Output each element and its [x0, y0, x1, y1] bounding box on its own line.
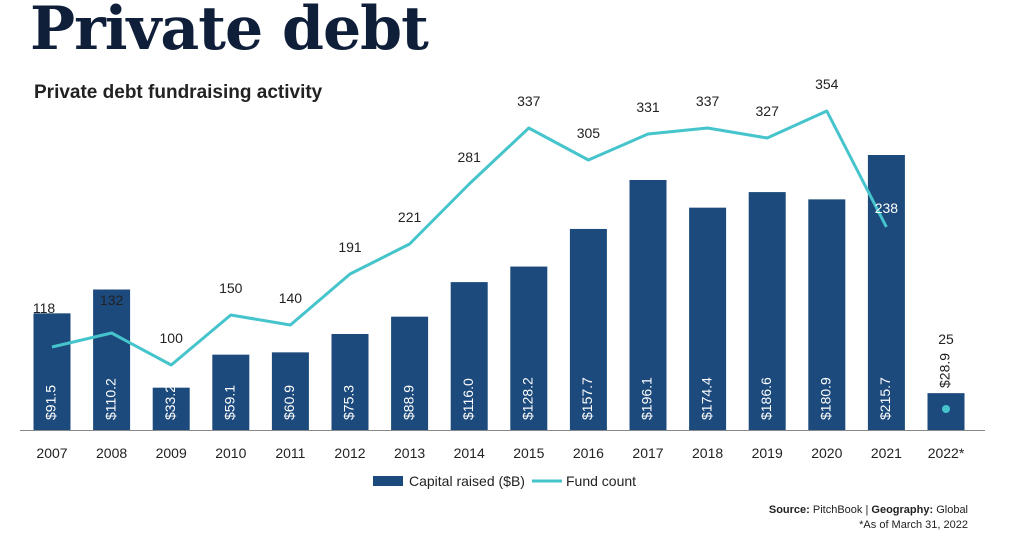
fund-count-label: 337	[517, 93, 541, 109]
bar-2019	[748, 192, 786, 430]
bar-2007	[33, 313, 71, 430]
x-tick-label: 2015	[513, 445, 544, 461]
x-tick-label: 2014	[454, 445, 485, 461]
x-tick-label: 2022*	[928, 445, 965, 461]
fund-count-label: 191	[338, 239, 362, 255]
bar-2014	[450, 282, 488, 430]
x-tick-label: 2021	[871, 445, 902, 461]
fund-count-label: 221	[398, 209, 422, 225]
bar-value-label: $28.9	[937, 353, 953, 388]
bar-value-label: $75.3	[341, 385, 357, 420]
geography-label: Geography:	[871, 504, 934, 516]
bar-value-label: $157.7	[579, 377, 595, 420]
bar-value-label: $91.5	[43, 385, 59, 420]
bar-2012	[331, 333, 369, 430]
footnote: *As of March 31, 2022	[859, 519, 968, 531]
x-tick-label: 2019	[752, 445, 783, 461]
x-tick-label: 2009	[156, 445, 187, 461]
x-tick-label: 2016	[573, 445, 604, 461]
bar-value-label: $116.0	[460, 378, 476, 420]
bar-value-label: $60.9	[281, 385, 297, 420]
source-note: Source: PitchBook | Geography: Global *A…	[769, 503, 968, 533]
headline: Private debt	[30, 0, 429, 64]
fund-count-label: 100	[160, 330, 184, 346]
bar-value-label: $110.2	[102, 378, 118, 420]
bar-2018	[689, 207, 727, 430]
bar-2017	[629, 179, 667, 430]
source-value: PitchBook	[812, 504, 863, 516]
x-tick-label: 2007	[36, 445, 67, 461]
bar-value-label: $59.1	[222, 385, 238, 420]
legend-label-capital-raised: Capital raised ($B)	[409, 473, 525, 489]
bar-2015	[510, 266, 548, 430]
bar-2011	[271, 352, 309, 430]
bar-2009	[152, 387, 190, 430]
fund-count-label: 118	[33, 300, 56, 316]
x-tick-label: 2013	[394, 445, 425, 461]
x-tick-label: 2012	[334, 445, 365, 461]
fund-count-label: 132	[100, 292, 124, 308]
source-separator: |	[865, 504, 869, 516]
source-label: Source:	[768, 504, 810, 516]
fund-count-label: 337	[696, 93, 720, 109]
x-tick-label: 2017	[632, 445, 663, 461]
bar-2013	[391, 316, 429, 430]
x-tick-label: 2020	[811, 445, 842, 461]
chart-subtitle: Private debt fundraising activity	[34, 82, 323, 103]
bar-value-label: $128.2	[520, 377, 536, 420]
bar-value-label: $215.7	[877, 377, 893, 420]
fund-count-line	[51, 109, 888, 367]
bar-2008	[93, 289, 131, 430]
x-tick-label: 2008	[96, 445, 127, 461]
fund-count-label: 140	[279, 290, 303, 306]
legend-label-fund-count: Fund count	[566, 473, 636, 489]
bar-2020	[808, 199, 846, 430]
x-tick-label: 2011	[275, 445, 305, 461]
fund-count-label: 150	[219, 280, 243, 296]
x-tick-label: 2010	[215, 445, 246, 461]
bar-value-label: $33.2	[162, 385, 178, 420]
geography-value: Global	[936, 504, 968, 516]
fund-count-label: 25	[938, 331, 954, 347]
fund-count-label: 238	[875, 200, 899, 216]
fund-count-label: 281	[458, 149, 482, 165]
bar-value-label: $180.9	[818, 377, 834, 420]
fund-count-label: 354	[815, 76, 839, 92]
bar-value-label: $88.9	[400, 385, 416, 420]
bar-value-label: $186.6	[758, 377, 774, 420]
fund-count-point-2022	[942, 405, 950, 413]
fund-count-label: 327	[756, 103, 780, 119]
x-tick-label: 2018	[692, 445, 723, 461]
bar-value-label: $196.1	[639, 377, 655, 420]
legend-swatch-capital-raised	[373, 476, 403, 486]
bar-2016	[569, 228, 607, 430]
fund-count-label: 305	[577, 125, 601, 141]
bar-2010	[212, 354, 250, 430]
fund-count-label: 331	[636, 99, 660, 115]
bar-value-label: $174.4	[698, 377, 714, 420]
